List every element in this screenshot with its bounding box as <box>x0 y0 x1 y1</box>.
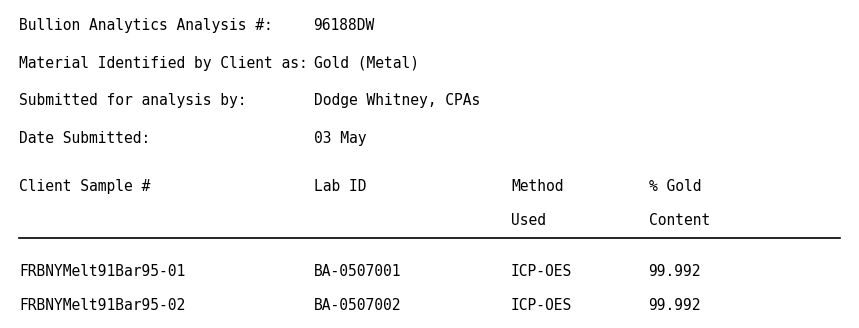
Text: Method: Method <box>511 179 564 194</box>
Text: Gold (Metal): Gold (Metal) <box>314 56 418 71</box>
Text: 99.992: 99.992 <box>649 264 701 279</box>
Text: BA-0507002: BA-0507002 <box>314 298 401 314</box>
Text: Dodge Whitney, CPAs: Dodge Whitney, CPAs <box>314 93 480 109</box>
Text: Bullion Analytics Analysis #:: Bullion Analytics Analysis #: <box>19 18 272 33</box>
Text: Submitted for analysis by:: Submitted for analysis by: <box>19 93 247 109</box>
Text: FRBNYMelt91Bar95-02: FRBNYMelt91Bar95-02 <box>19 298 186 314</box>
Text: % Gold: % Gold <box>649 179 701 194</box>
Text: Date Submitted:: Date Submitted: <box>19 131 150 146</box>
Text: 99.992: 99.992 <box>649 298 701 314</box>
Text: Client Sample #: Client Sample # <box>19 179 150 194</box>
Text: BA-0507001: BA-0507001 <box>314 264 401 279</box>
Text: ICP-OES: ICP-OES <box>511 298 572 314</box>
Text: ICP-OES: ICP-OES <box>511 264 572 279</box>
Text: Material Identified by Client as:: Material Identified by Client as: <box>19 56 308 71</box>
Text: 96188DW: 96188DW <box>314 18 375 33</box>
Text: Lab ID: Lab ID <box>314 179 366 194</box>
Text: 03 May: 03 May <box>314 131 366 146</box>
Text: FRBNYMelt91Bar95-01: FRBNYMelt91Bar95-01 <box>19 264 186 279</box>
Text: Used: Used <box>511 213 546 228</box>
Text: Content: Content <box>649 213 710 228</box>
